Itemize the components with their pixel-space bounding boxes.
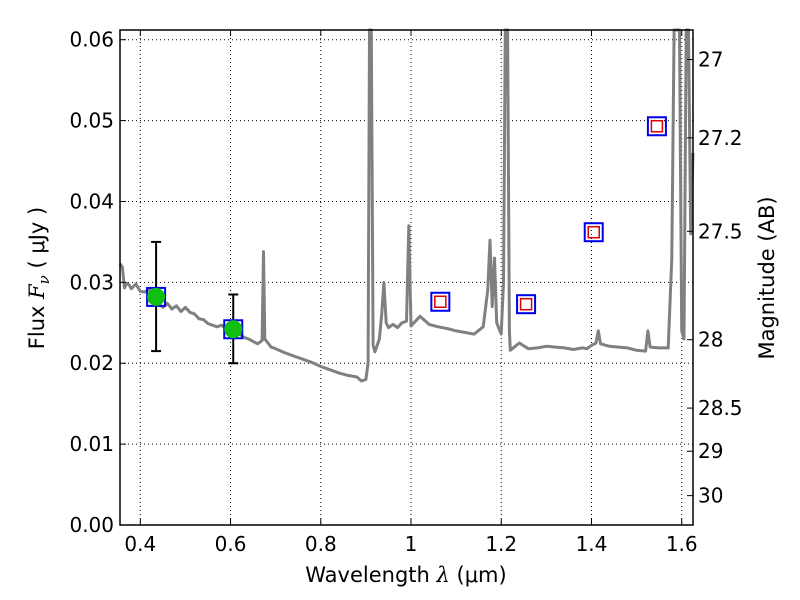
model-photometry-square <box>430 291 451 312</box>
y-tick-label: 0.01 <box>69 432 114 456</box>
magnitude-axis-label: Magnitude (AB) <box>755 196 779 359</box>
model-photometry-square <box>516 294 537 315</box>
plot-area <box>118 28 695 383</box>
observed-flux-point <box>147 287 166 306</box>
nondetection-marker <box>650 120 664 133</box>
x-axis-ticks: 0.4 0.6 0.8 1 1.2 1.4 1.6 <box>124 30 698 556</box>
y-tick-label: 0.05 <box>69 109 114 133</box>
model-photometry-square <box>646 116 667 137</box>
y-tick-label: 0.04 <box>69 189 114 213</box>
magnitude-tick-label: 27.5 <box>698 219 743 243</box>
magnitude-tick-label: 30 <box>698 484 723 508</box>
magnitude-tick-label: 27.2 <box>698 126 743 150</box>
x-tick-label: 1.4 <box>576 532 608 556</box>
magnitude-tick-label: 27 <box>698 48 723 72</box>
y-tick-label: 0.03 <box>69 270 114 294</box>
x-tick-label: 0.8 <box>305 532 337 556</box>
y-tick-label: 0.06 <box>69 28 114 52</box>
magnitude-tick-label: 29 <box>698 439 723 463</box>
model-photometry-square <box>583 222 604 243</box>
x-tick-label: 1 <box>405 532 418 556</box>
y-axis-ticks: 0.00 0.01 0.02 0.03 0.04 0.05 0.06 <box>69 28 126 537</box>
y-tick-label: 0.02 <box>69 351 114 375</box>
magnitude-tick-label: 28.5 <box>698 396 743 420</box>
nondetection-marker <box>587 225 600 239</box>
magnitude-tick-label: 28 <box>698 328 723 352</box>
x-axis-label: Wavelength λ (μm) <box>305 563 506 587</box>
plot-frame <box>119 29 694 526</box>
grid-lines <box>120 30 693 525</box>
nondetection-marker <box>519 297 533 311</box>
x-tick-label: 0.6 <box>215 532 247 556</box>
nondetection-marker <box>434 295 447 309</box>
x-tick-label: 0.4 <box>124 532 156 556</box>
y-axis-label: Flux Fν ( μJy ) <box>25 207 53 349</box>
magnitude-axis-ticks: 27 27.2 27.5 28 28.5 29 30 <box>687 48 743 508</box>
y-tick-label: 0.00 <box>69 513 114 537</box>
x-tick-label: 1.2 <box>485 532 517 556</box>
x-tick-label: 1.6 <box>666 532 698 556</box>
observed-flux-point <box>224 320 243 339</box>
sed-model-line <box>118 28 695 383</box>
